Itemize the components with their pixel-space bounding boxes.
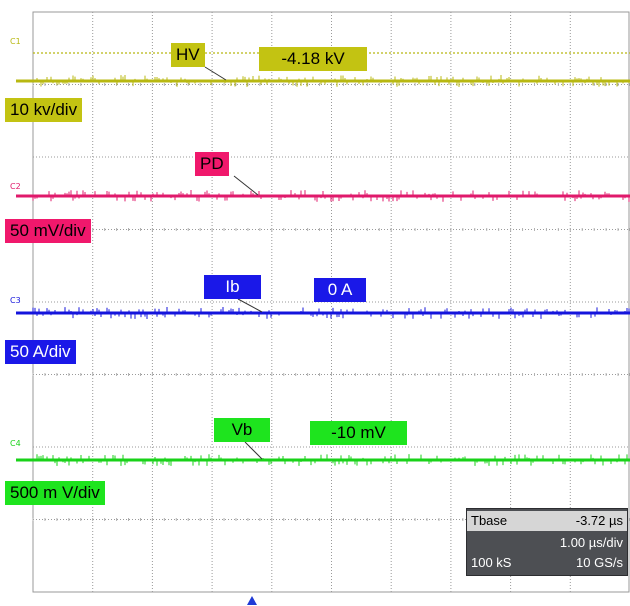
hv-reading-label: -4.18 kV [259, 47, 367, 71]
pd-pointer-line [233, 175, 259, 196]
pd-scale-label: 50 mV/div [5, 219, 91, 243]
channel-tag-c1: C1 [10, 37, 21, 46]
hv-scale-label: 10 kv/div [5, 98, 83, 122]
ib-pointer-line [237, 298, 263, 313]
channel-tag-c4: C4 [10, 439, 21, 448]
timebase-samples: 100 kS [471, 555, 512, 570]
vb-series-label: Vb [214, 418, 270, 442]
timebase-per-div: 1.00 µs/div [559, 535, 623, 550]
vb-pointer-line [244, 441, 263, 460]
timebase-header: Tbase -3.72 µs [467, 511, 627, 531]
ib-reading-label: 0 A [314, 278, 366, 302]
vb-scale-label: 500 m V/div [5, 481, 105, 505]
vb-reading-label: -10 mV [310, 421, 407, 445]
timebase-label: Tbase [471, 513, 508, 528]
hv-pointer-line [204, 66, 227, 81]
pd-series-label: PD [195, 152, 229, 176]
timebase-offset: -3.72 µs [575, 513, 623, 528]
trigger-position-marker[interactable] [247, 596, 257, 605]
channel-tag-c3: C3 [10, 296, 21, 305]
ib-scale-label: 50 A/div [5, 340, 76, 364]
timebase-rate: 10 GS/s [576, 555, 623, 570]
ib-series-label: Ib [204, 275, 261, 299]
hv-series-label: HV [171, 43, 205, 67]
channel-tag-c2: C2 [10, 182, 21, 191]
timebase-panel: Tbase -3.72 µs 1.00 µs/div 100 kS 10 GS/… [466, 508, 628, 576]
